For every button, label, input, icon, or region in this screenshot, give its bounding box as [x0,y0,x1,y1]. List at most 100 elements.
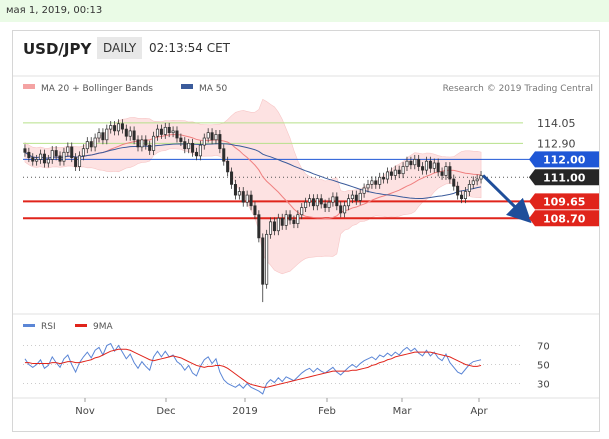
candle-body [179,137,183,142]
candle-body [448,166,452,180]
candle-body [78,155,82,167]
candle-body [194,151,198,157]
candle-body [467,184,471,192]
candle-body [315,198,319,207]
candle-body [27,151,31,158]
candle-body [444,166,448,176]
candle-body [183,141,187,150]
candle-body [109,125,113,130]
candle-body [136,139,140,148]
level-label-112-90: 112.90 [537,137,576,150]
x-tick-label-apr: Apr [470,406,488,417]
candle-body [202,137,206,146]
candle-body [42,153,46,164]
candle-body [171,130,175,134]
candle-body [304,201,308,208]
chart-panel: USD/JPY DAILY 02:13:54 CET MA 20 + Bolli… [12,30,600,432]
candle-body [296,214,300,224]
candle-body [31,157,35,162]
candle-body [253,205,257,216]
candle-body [385,171,390,180]
candle-body [397,169,401,175]
candle-body [23,148,27,153]
top-bar-timestamp: мая 1, 2019, 00:13 [6,5,103,16]
candle-body [214,134,218,141]
candle-body [339,205,343,214]
rsi-line [24,342,482,395]
candle-body [327,201,331,208]
candle-body [261,237,265,285]
rsi-legend-swatch [23,324,35,327]
candle-body [452,178,456,187]
candle-body [222,148,226,162]
candle-body [155,128,160,137]
candle-body [362,187,366,194]
candle-body [382,176,386,180]
level-tag-108-70 [529,210,599,227]
candle-body [374,180,378,185]
ma50-line [24,143,482,200]
candle-body [370,180,374,185]
candle-body [66,146,70,153]
candle-body [163,126,167,135]
candle-body [62,151,66,162]
candle-body [50,150,54,160]
candle-body [432,162,436,169]
candle-body [148,144,152,151]
candle-body [167,126,171,134]
candle-body [300,207,304,216]
header-time: 02:13:54 CET [149,41,230,55]
level-label-108-70: 108.70 [543,212,586,225]
x-tick-label-dec: Dec [156,406,175,417]
candle-body [113,125,117,132]
candle-body [456,185,460,196]
candle-body [257,214,261,239]
candle-body [237,191,241,196]
candle-body [354,194,358,201]
candle-body [378,176,382,185]
candle-body [292,219,296,224]
candle-body [479,175,483,180]
candle-body [187,143,191,150]
rsi-ma-line [24,348,482,388]
timeframe-badge[interactable]: DAILY [97,37,143,59]
bollinger-band [24,98,482,275]
candle-body [335,196,339,207]
candle-body [417,159,421,167]
ma20-legend-label: MA 20 + Bollinger Bands [41,84,153,94]
top-bar: мая 1, 2019, 00:13 [0,0,609,22]
symbol-title: USD/JPY [23,40,92,58]
candle-body [230,171,234,185]
ma9-legend-swatch [75,324,87,327]
candle-body [276,217,280,232]
candle-body [428,160,432,169]
candle-body [152,135,156,151]
candle-body [159,128,163,135]
candle-body [331,196,335,203]
level-tag-112-00 [529,151,599,168]
candle-body [366,184,370,189]
candle-body [144,139,148,146]
candle-body [233,184,237,196]
candle-body [210,132,214,141]
candle-body [389,171,393,176]
candle-body [358,192,362,201]
candle-body [74,157,78,167]
price-chart: MA 20 + Bollinger Bands MA 50 Research ©… [13,75,599,417]
candle-body [70,146,74,158]
candle-body [409,160,413,166]
candle-body [269,221,273,235]
candle-body [97,132,101,139]
level-tag-109-65 [529,193,599,210]
candle-body [265,233,269,285]
ma50-legend-label: MA 50 [199,84,228,94]
candle-body [308,198,312,203]
candle-body [471,180,475,185]
ma50-legend-swatch [181,84,193,89]
level-label-109-65: 109.65 [543,195,585,208]
candle-body [54,150,58,157]
level-label-114-05: 114.05 [537,117,576,130]
level-label-111-00: 111.00 [543,171,586,184]
x-tick-label-nov: Nov [75,406,95,417]
candle-body [85,141,89,150]
